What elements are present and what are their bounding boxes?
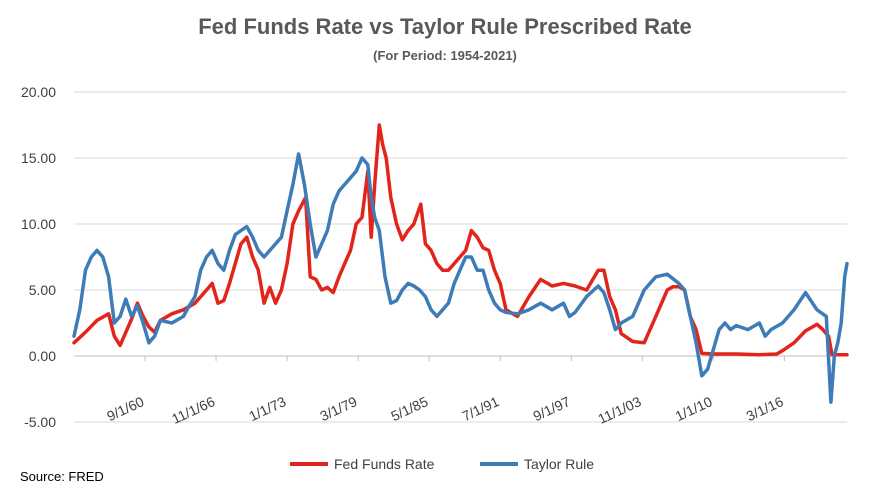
y-tick-label: 10.00 <box>21 216 56 232</box>
x-tick-label: 5/1/85 <box>388 393 430 424</box>
legend-label-fed-funds: Fed Funds Rate <box>334 456 435 472</box>
y-tick-label: 0.00 <box>29 348 56 364</box>
legend: Fed Funds Rate Taylor Rule <box>290 456 594 472</box>
x-tick-label: 9/1/60 <box>104 393 146 424</box>
x-tick-label: 3/1/16 <box>744 393 786 424</box>
y-tick-label: 5.00 <box>29 282 56 298</box>
series-line-fed-funds <box>72 123 849 357</box>
series-line-taylor-rule <box>72 152 849 404</box>
x-tick-label: 9/1/97 <box>531 393 573 424</box>
x-tick-label: 3/1/79 <box>317 393 359 424</box>
series-layer <box>72 123 849 404</box>
grid-lines <box>74 91 847 423</box>
legend-label-taylor-rule: Taylor Rule <box>524 456 594 472</box>
y-axis-ticks: 20.00 15.00 10.00 5.00 0.00 -5.00 <box>21 84 56 430</box>
y-tick-label: 20.00 <box>21 84 56 100</box>
chart-subtitle: (For Period: 1954-2021) <box>373 48 517 63</box>
y-tick-label: -5.00 <box>24 414 56 430</box>
x-axis-line <box>74 355 847 361</box>
x-tick-label: 1/1/10 <box>673 393 715 424</box>
x-tick-label: 7/1/91 <box>459 393 501 424</box>
chart-title: Fed Funds Rate vs Taylor Rule Prescribed… <box>198 14 692 39</box>
y-tick-label: 15.00 <box>21 150 56 166</box>
source-note: Source: FRED <box>20 469 104 484</box>
x-tick-label: 1/1/73 <box>246 393 288 424</box>
